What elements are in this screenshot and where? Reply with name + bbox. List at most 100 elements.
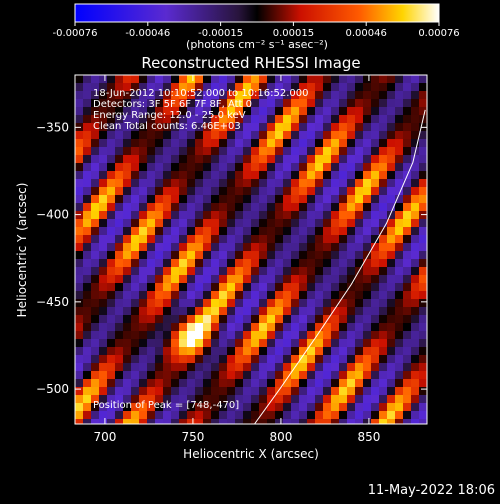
heatmap-pixel — [299, 187, 307, 195]
heatmap-pixel — [115, 363, 123, 371]
heatmap-pixel — [91, 195, 99, 203]
heatmap-pixel — [299, 219, 307, 227]
heatmap-pixel — [275, 259, 283, 267]
heatmap-pixel — [123, 307, 131, 315]
heatmap-pixel — [211, 147, 219, 155]
heatmap-pixel — [227, 219, 235, 227]
heatmap-pixel — [291, 395, 299, 403]
heatmap-pixel — [211, 115, 219, 123]
heatmap-pixel — [267, 283, 275, 291]
heatmap-pixel — [331, 339, 339, 347]
info-line: Clean Total counts: 6.46E+03 — [93, 121, 241, 132]
heatmap-pixel — [219, 267, 227, 275]
heatmap-pixel — [275, 419, 283, 424]
heatmap-pixel — [195, 323, 203, 331]
heatmap-pixel — [211, 347, 219, 355]
heatmap-pixel — [355, 387, 363, 395]
heatmap-pixel — [259, 91, 267, 99]
heatmap-pixel — [251, 315, 259, 323]
heatmap-pixel — [195, 203, 203, 211]
heatmap-pixel — [131, 99, 139, 107]
heatmap-pixel — [419, 307, 427, 315]
heatmap-pixel — [195, 283, 203, 291]
heatmap-pixel — [275, 275, 283, 283]
heatmap-pixel — [315, 363, 323, 371]
heatmap-pixel — [323, 91, 331, 99]
heatmap-pixel — [195, 115, 203, 123]
heatmap-pixel — [203, 403, 211, 411]
heatmap-pixel — [251, 363, 259, 371]
heatmap-pixel — [147, 275, 155, 283]
heatmap-pixel — [283, 331, 291, 339]
heatmap-pixel — [203, 131, 211, 139]
heatmap-pixel — [307, 419, 315, 424]
heatmap-pixel — [179, 171, 187, 179]
heatmap-pixel — [131, 323, 139, 331]
heatmap-pixel — [139, 147, 147, 155]
heatmap-pixel — [355, 83, 363, 91]
heatmap-pixel — [195, 315, 203, 323]
heatmap-pixel — [275, 227, 283, 235]
heatmap-pixel — [267, 211, 275, 219]
heatmap-pixel — [371, 187, 379, 195]
heatmap-pixel — [283, 395, 291, 403]
heatmap-pixel — [171, 211, 179, 219]
heatmap-pixel — [379, 291, 387, 299]
heatmap-pixel — [267, 91, 275, 99]
heatmap-pixel — [275, 107, 283, 115]
heatmap-pixel — [147, 91, 155, 99]
heatmap-pixel — [219, 259, 227, 267]
heatmap-pixel — [155, 163, 163, 171]
heatmap-pixel — [387, 283, 395, 291]
heatmap-pixel — [259, 179, 267, 187]
heatmap-pixel — [115, 219, 123, 227]
heatmap-pixel — [363, 307, 371, 315]
heatmap-pixel — [371, 323, 379, 331]
heatmap-pixel — [299, 139, 307, 147]
heatmap-pixel — [259, 75, 267, 83]
heatmap-pixel — [155, 211, 163, 219]
heatmap-pixel — [347, 75, 355, 83]
heatmap-pixel — [243, 403, 251, 411]
heatmap-pixel — [195, 307, 203, 315]
heatmap-pixel — [419, 243, 427, 251]
heatmap-pixel — [379, 155, 387, 163]
heatmap-pixel — [371, 419, 379, 424]
heatmap-pixel — [171, 99, 179, 107]
heatmap-pixel — [411, 75, 419, 83]
heatmap-pixel — [179, 267, 187, 275]
heatmap-pixel — [411, 203, 419, 211]
heatmap-pixel — [195, 179, 203, 187]
heatmap-pixel — [187, 291, 195, 299]
heatmap-pixel — [219, 99, 227, 107]
heatmap-pixel — [155, 139, 163, 147]
heatmap-pixel — [307, 331, 315, 339]
heatmap-pixel — [363, 363, 371, 371]
heatmap-pixel — [315, 275, 323, 283]
heatmap-pixel — [283, 275, 291, 283]
heatmap-pixel — [179, 147, 187, 155]
heatmap-pixel — [323, 387, 331, 395]
heatmap-pixel — [163, 299, 171, 307]
heatmap-pixel — [307, 371, 315, 379]
heatmap-pixel — [251, 195, 259, 203]
heatmap-pixel — [323, 131, 331, 139]
heatmap-pixel — [403, 259, 411, 267]
heatmap-pixel — [315, 227, 323, 235]
heatmap-pixel — [387, 163, 395, 171]
heatmap-pixel — [187, 387, 195, 395]
heatmap-pixel — [267, 107, 275, 115]
heatmap-pixel — [275, 187, 283, 195]
heatmap-pixel — [155, 227, 163, 235]
heatmap-pixel — [267, 83, 275, 91]
heatmap-pixel — [91, 179, 99, 187]
heatmap-pixel — [163, 115, 171, 123]
heatmap-pixel — [379, 171, 387, 179]
heatmap-pixel — [323, 147, 331, 155]
heatmap-pixel — [323, 75, 331, 83]
heatmap-pixel — [123, 211, 131, 219]
heatmap-pixel — [411, 355, 419, 363]
heatmap-pixel — [163, 211, 171, 219]
heatmap-pixel — [251, 107, 259, 115]
heatmap-pixel — [179, 299, 187, 307]
